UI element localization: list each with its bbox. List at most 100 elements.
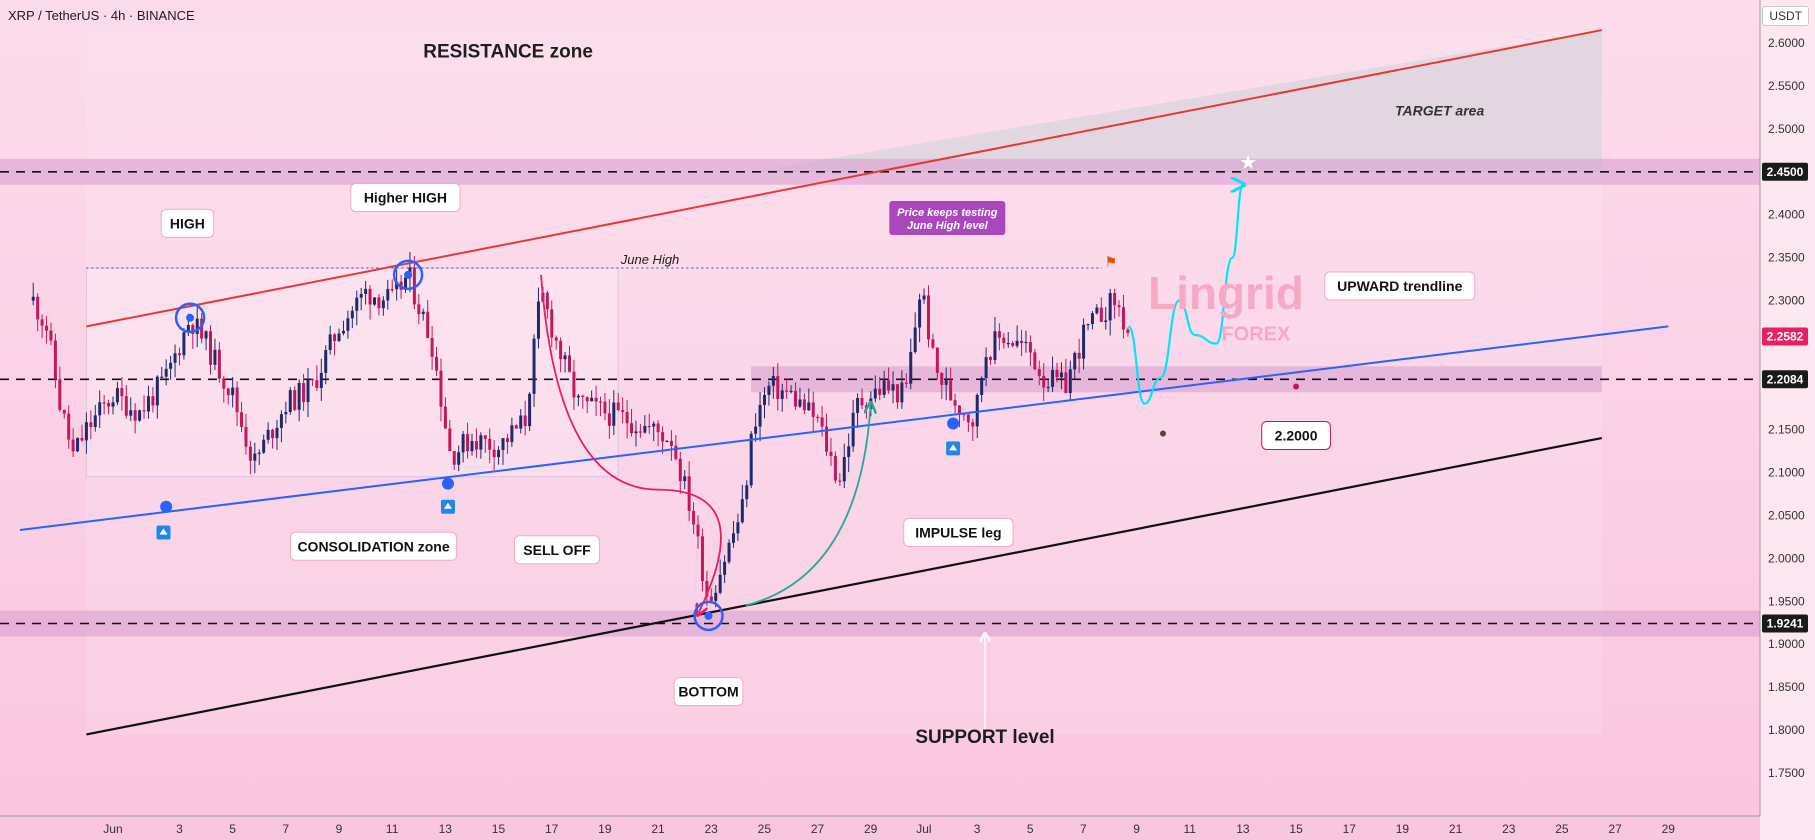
- candle-body: [913, 327, 917, 352]
- candle-body: [1126, 329, 1130, 334]
- candle-body: [838, 480, 842, 482]
- time-tick-label: 21: [651, 822, 665, 836]
- time-tick-label: 21: [1449, 822, 1463, 836]
- candle-body: [856, 397, 860, 413]
- candle-body: [820, 417, 824, 427]
- pivot-ring-center-0: [186, 313, 195, 322]
- time-tick-label: 13: [439, 822, 453, 836]
- resistance-zone-label: RESISTANCE zone: [423, 42, 593, 63]
- candle-body: [67, 413, 71, 440]
- target-star-icon: ★: [1239, 152, 1257, 174]
- sell-off-label-box: [513, 535, 600, 565]
- bottom-label: BOTTOM: [678, 683, 738, 699]
- candle-body: [448, 428, 452, 452]
- candle-body: [186, 324, 190, 333]
- selloff-arrow: [540, 274, 722, 614]
- candle-body: [49, 330, 53, 341]
- currency-unit-badge[interactable]: USDT: [1762, 6, 1809, 26]
- candle-body: [1024, 341, 1028, 344]
- candle-body: [909, 351, 913, 384]
- candle-body: [1059, 372, 1063, 378]
- candle-body: [563, 355, 567, 360]
- candle-body: [310, 378, 314, 381]
- price-testing-label-2: June High level: [907, 220, 989, 232]
- price-tick-label: 1.8500: [1768, 680, 1805, 694]
- candle-body: [204, 331, 208, 339]
- watermark-logo-name: Lingrid: [1148, 267, 1304, 319]
- candle-body: [700, 536, 704, 582]
- candle-body: [1082, 324, 1086, 359]
- candle-body: [129, 410, 133, 416]
- pivot-dot-0: [160, 500, 173, 513]
- candle-body: [599, 401, 603, 403]
- time-tick-label: 15: [1289, 822, 1303, 836]
- candle-body: [390, 289, 394, 291]
- symbol-header: XRP / TetherUS · 4h · BINANCE: [8, 8, 195, 23]
- candle-body: [935, 347, 939, 373]
- candle-body: [1117, 305, 1121, 308]
- candle-body: [731, 533, 735, 543]
- candle-body: [669, 440, 673, 446]
- candle-body: [904, 382, 908, 384]
- candle-body: [341, 330, 345, 334]
- candle-body: [36, 296, 40, 320]
- time-tick-label: Jul: [916, 822, 931, 836]
- price-badge-2.4500: [1762, 162, 1808, 181]
- price-tick-label: 2.0500: [1768, 508, 1805, 522]
- candle-body: [435, 356, 439, 371]
- time-tick-label: 13: [1236, 822, 1250, 836]
- impulse-arrow: [745, 404, 871, 607]
- candle-body: [1037, 369, 1041, 376]
- time-tick-label: 7: [1080, 822, 1087, 836]
- candle-body: [1042, 375, 1046, 388]
- candle-body: [536, 301, 540, 339]
- price-badge-2.2084: [1762, 370, 1808, 389]
- candle-body: [816, 416, 820, 419]
- impulse-leg-label-box: [903, 518, 1014, 548]
- candle-body: [860, 397, 864, 406]
- candle-body: [736, 522, 740, 534]
- candle-body: [62, 409, 66, 414]
- candle-body: [922, 295, 926, 300]
- candle-body: [745, 485, 749, 500]
- candle-body: [505, 438, 509, 443]
- price-axis-bg: [1760, 0, 1815, 840]
- candle-body: [966, 414, 970, 423]
- candle-body: [984, 357, 988, 379]
- candle-body: [293, 390, 297, 410]
- candle-body: [209, 331, 213, 365]
- candle-body: [678, 458, 682, 482]
- candle-body: [235, 387, 239, 413]
- high-label: HIGH: [170, 215, 205, 231]
- pivot-ring-2: [693, 600, 724, 632]
- candle-body: [501, 438, 505, 451]
- candle-body: [621, 410, 625, 412]
- candle-body: [1020, 340, 1024, 344]
- candle-body: [740, 499, 744, 523]
- candle-body: [421, 311, 425, 315]
- candle-body: [443, 406, 447, 429]
- candle-body: [195, 318, 199, 334]
- candle-body: [989, 357, 993, 360]
- candle-body: [891, 384, 895, 391]
- candle-body: [488, 438, 492, 450]
- candle-body: [160, 376, 164, 378]
- candle-body: [257, 452, 261, 454]
- price-tick-label: 2.0000: [1768, 551, 1805, 565]
- candle-body: [705, 581, 709, 597]
- candle-body: [182, 332, 186, 356]
- candle-body: [45, 325, 49, 331]
- candle-body: [559, 340, 563, 360]
- pivot-ring-center-1: [404, 270, 413, 279]
- candle-body: [381, 300, 385, 309]
- candle-body: [368, 288, 372, 305]
- projection-path: [1127, 185, 1243, 405]
- candle-body: [514, 425, 518, 429]
- candle-body: [1099, 307, 1103, 322]
- candle-body: [1051, 369, 1055, 387]
- candle-body: [780, 390, 784, 399]
- candle-body: [1095, 307, 1099, 314]
- candle-body: [151, 396, 155, 406]
- candle-body: [146, 396, 150, 412]
- candle-body: [554, 337, 558, 341]
